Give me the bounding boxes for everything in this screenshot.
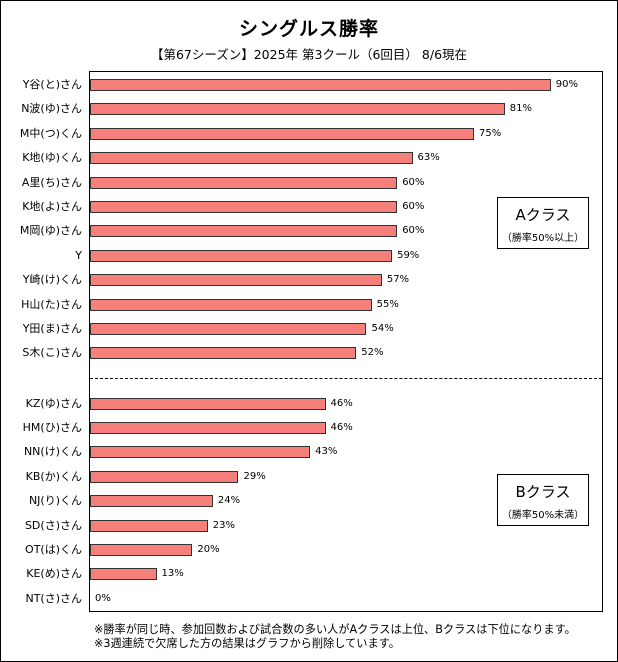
- bar: [90, 225, 398, 238]
- value-label: 90%: [555, 79, 579, 90]
- category-label: K地(ゆ)くん: [22, 151, 82, 165]
- bar: [90, 249, 393, 262]
- value-label: 46%: [330, 421, 353, 433]
- class-b-note: （勝率50%未満）: [501, 510, 585, 521]
- value-label: 43%: [315, 446, 338, 458]
- category-label: OT(は)くん: [25, 542, 82, 556]
- value-label: 20%: [197, 543, 220, 555]
- category-label: N波(ゆ)さん: [21, 102, 82, 116]
- bar: [90, 495, 213, 508]
- bar: [90, 103, 505, 116]
- bar: [90, 347, 357, 360]
- category-label: SD(さ)さん: [24, 518, 82, 532]
- category-label: Y: [75, 248, 82, 262]
- chart-subtitle: 【第67シーズン】2025年 第3クール（6回目） 8/6現在: [150, 47, 468, 62]
- value-label: 52%: [361, 347, 384, 359]
- footnote-tiebreak: ※勝率が同じ時、参加回数および試合数の多い人がAクラスは上位、Bクラスは下位にな…: [94, 623, 576, 636]
- value-label: 63%: [417, 152, 440, 164]
- category-label: NT(さ)さん: [25, 591, 82, 605]
- category-label: NJ(り)くん: [28, 494, 82, 508]
- bar: [90, 79, 551, 91]
- value-label: 60%: [402, 225, 425, 237]
- bar: [90, 323, 367, 335]
- category-label: NN(け)くん: [23, 445, 82, 459]
- value-label: 55%: [376, 298, 399, 310]
- value-label: 59%: [397, 249, 420, 261]
- category-label: KE(め)さん: [26, 567, 82, 581]
- value-label: 60%: [402, 201, 425, 212]
- value-label: 24%: [217, 495, 241, 507]
- value-label: 46%: [330, 397, 353, 409]
- value-label: 54%: [371, 323, 394, 334]
- class-a-name: Aクラス: [515, 206, 571, 224]
- chart-title: シングルス勝率: [238, 18, 379, 40]
- bar: [90, 568, 157, 581]
- bar: [90, 543, 193, 556]
- category-label: H山(た)さん: [21, 297, 82, 311]
- category-label: HM(ひ)さん: [22, 420, 82, 434]
- category-label: Y谷(と)さん: [22, 78, 82, 91]
- value-label: 29%: [243, 470, 266, 482]
- bar: [90, 519, 208, 532]
- category-label: S木(こ)さん: [22, 346, 82, 360]
- value-label: 23%: [212, 519, 235, 531]
- category-label: KZ(ゆ)さん: [25, 396, 82, 410]
- value-label: 60%: [402, 176, 425, 188]
- bar: [90, 446, 311, 459]
- bar: [90, 421, 326, 434]
- bar: [90, 274, 382, 287]
- category-label: KB(か)くん: [25, 469, 82, 483]
- category-label: K地(よ)さん: [22, 200, 82, 213]
- plot-area: [89, 71, 603, 612]
- bar: [90, 127, 474, 140]
- bar: [90, 470, 239, 483]
- category-label: Y崎(け)くん: [22, 273, 82, 287]
- bar: [90, 176, 398, 189]
- value-label: 13%: [161, 568, 184, 580]
- bar: [90, 201, 398, 213]
- bar: [90, 152, 413, 165]
- category-label: A里(ち)さん: [21, 175, 82, 189]
- category-label: Y田(ま)さん: [22, 322, 82, 335]
- bar: [90, 397, 326, 410]
- footnote-absence: ※3週連続で欠席した方の結果はグラフから削除しています。: [94, 637, 400, 650]
- value-label: 0%: [95, 592, 111, 604]
- value-label: 57%: [386, 274, 410, 286]
- category-label: M岡(ゆ)さん: [19, 224, 82, 238]
- value-label: 81%: [509, 103, 532, 115]
- class-b-name: Bクラス: [515, 483, 571, 501]
- class-a-box: Aクラス （勝率50%以上）: [497, 197, 589, 249]
- value-label: 75%: [479, 127, 502, 139]
- class-a-note: （勝率50%以上）: [501, 233, 585, 244]
- class-divider: [90, 378, 602, 379]
- category-label: M中(つ)くん: [19, 126, 82, 140]
- bar: [90, 298, 372, 311]
- class-b-box: Bクラス （勝率50%未満）: [497, 474, 589, 526]
